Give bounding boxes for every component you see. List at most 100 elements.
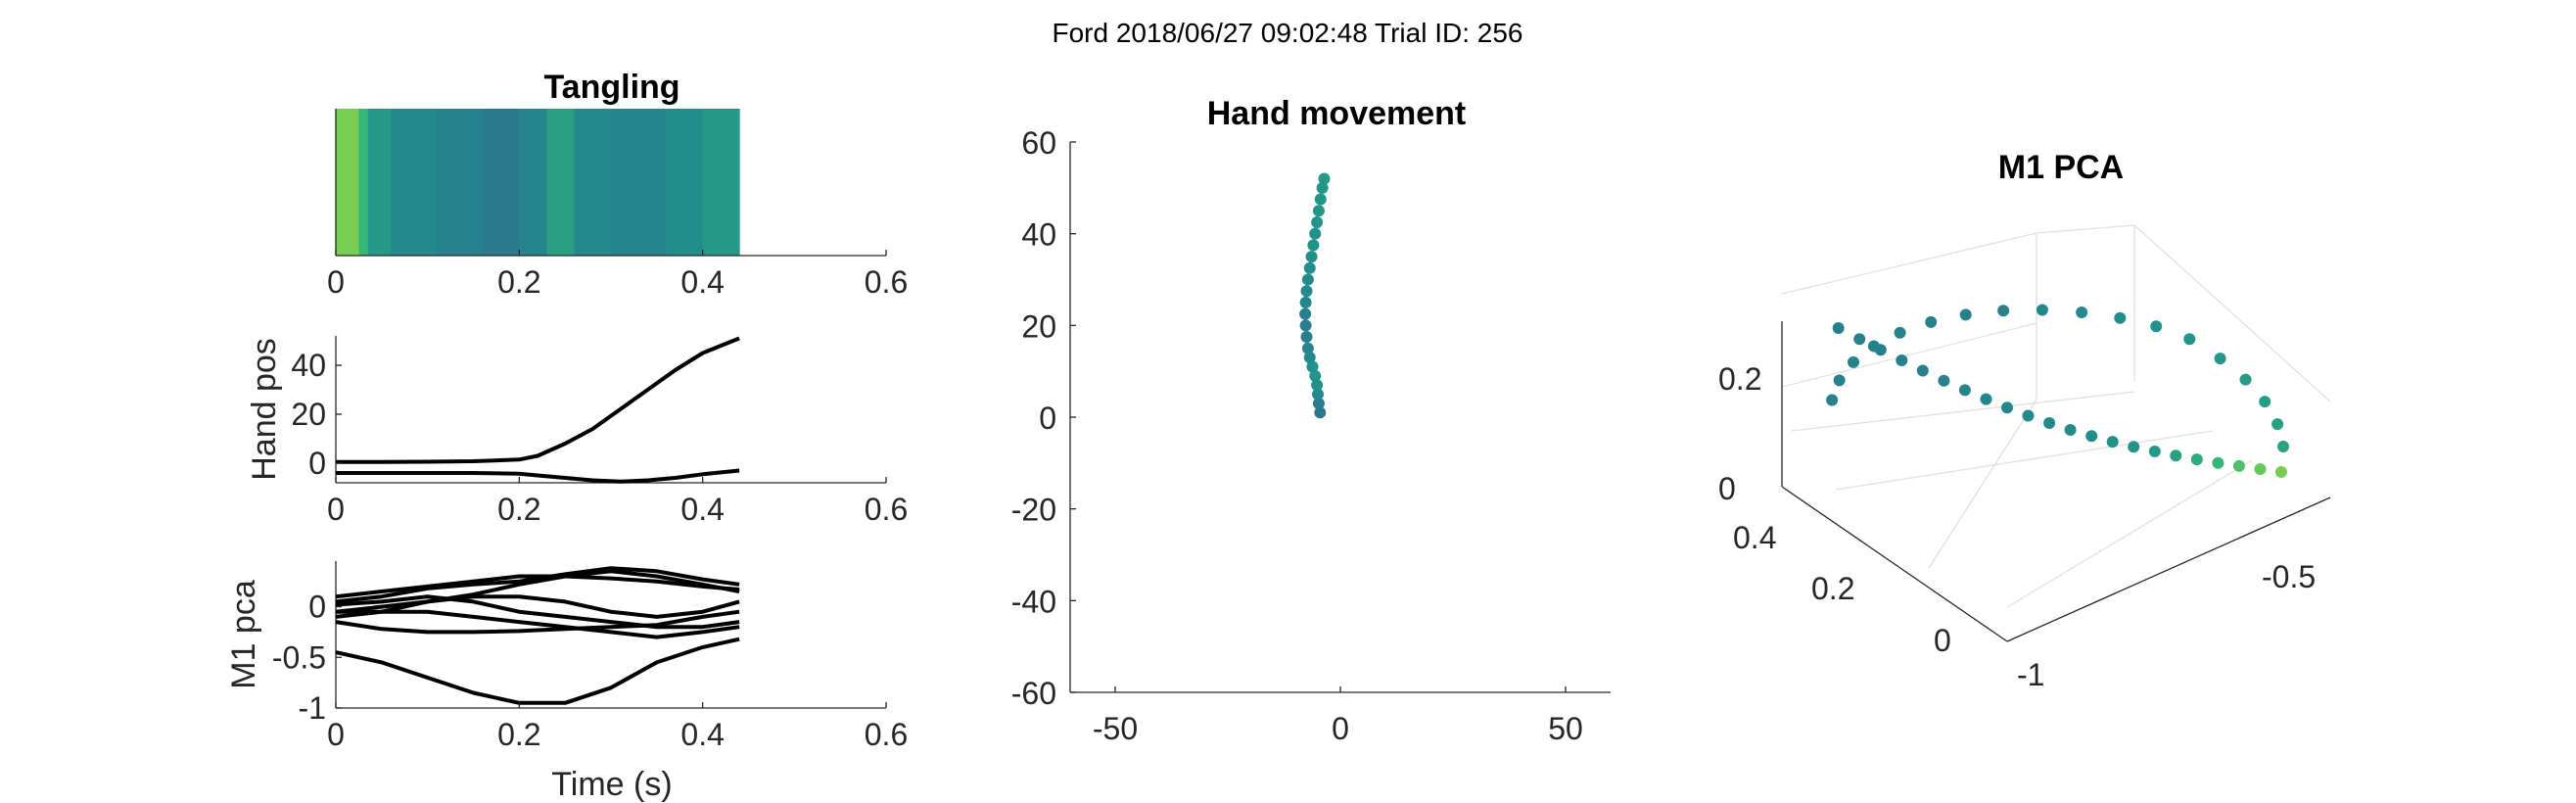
pca3d-point: [2148, 446, 2161, 457]
hand-point: [1299, 307, 1312, 320]
pca3d-point: [1959, 308, 1972, 321]
pca3d-point: [2259, 396, 2272, 408]
pca3d-point: [2128, 441, 2140, 453]
hand-pos-y-ticks: 0 20 40: [291, 348, 342, 481]
pca3d-grid-h4: [2006, 459, 2253, 608]
hand-movement-y-ticks: 60 40 20 0 -20 -40 -60: [1011, 125, 1076, 711]
pca3d-point: [1894, 326, 1906, 339]
y-tick-label: 0: [308, 590, 326, 625]
tangling-cell: [482, 109, 520, 256]
x-tick-label: 0.4: [680, 492, 724, 527]
figure-title: Ford 2018/06/27 09:02:48 Trial ID: 256: [1053, 18, 1523, 48]
pca3d-point: [2064, 424, 2077, 436]
m1-pca-time-axes: 0 0.2 0.4 0.6 0 -0.5 -1 M1 pca Time (s): [225, 561, 908, 803]
tangling-cell: [574, 109, 612, 256]
hand-point: [1311, 215, 1324, 228]
hand-point: [1300, 331, 1313, 344]
hand-point: [1312, 205, 1325, 217]
series-line: [335, 594, 740, 630]
pca3d-point: [2232, 459, 2245, 472]
hand-pos-ylabel: Hand pos: [246, 338, 283, 481]
hand-movement-axes: Hand movement -50 0 50 60 40 20 0 -20 -40 -60: [1011, 95, 1611, 746]
tangling-x-ticks: 0 0.2 0.4 0.6: [327, 250, 908, 300]
hand-point: [1311, 379, 1324, 392]
pca3d-point: [2036, 304, 2048, 316]
y-tick-label: 40: [291, 348, 326, 383]
m1-pca-xlabel: Time (s): [551, 766, 672, 803]
tangling-cell: [358, 109, 369, 256]
y-tick-label: 0: [1934, 623, 1951, 658]
pca3d-point: [2277, 441, 2289, 452]
y-tick-label: 0.2: [1811, 571, 1854, 606]
series-line: [335, 569, 740, 614]
x-tick-label: -1: [2017, 657, 2044, 692]
pca3d-point: [1925, 315, 1938, 328]
tangling-cell: [336, 109, 359, 256]
hand-point: [1318, 172, 1331, 185]
pca3d-point: [2212, 456, 2225, 469]
tangling-title: Tangling: [543, 69, 679, 106]
z-tick-label: 0.2: [1718, 361, 1761, 397]
pca3d-point: [2254, 463, 2267, 475]
hand-point: [1309, 227, 1322, 240]
pca3d-ticks: 0 0.2 0 0.2 0.4 -1 -0.5: [1718, 361, 2316, 692]
series-line: [335, 637, 740, 705]
hand-movement-title: Hand movement: [1207, 95, 1467, 132]
hand-point: [1301, 273, 1314, 286]
pca3d-point: [2239, 373, 2252, 386]
pca3d-point: [1853, 333, 1866, 346]
tangling-cell: [519, 109, 547, 256]
hand-point: [1305, 251, 1318, 263]
tangling-cell: [391, 109, 438, 256]
pca3d-point: [2275, 466, 2287, 478]
x-tick-label: 0: [1332, 711, 1349, 746]
pca3d-grid-h3: [1835, 430, 2214, 491]
tangling-cell: [702, 109, 740, 256]
y-tick-label: 20: [291, 397, 326, 432]
pca3d-point: [1867, 340, 1880, 353]
hand-point: [1300, 285, 1313, 298]
x-tick-label: 0.6: [865, 264, 908, 300]
tangling-axes: Tangling 0 0.2 0.4 0.6: [327, 69, 908, 300]
pca3d-point: [2001, 402, 2013, 414]
pca3d-point: [2085, 430, 2098, 443]
pca3d-x-axis: [2006, 496, 2331, 642]
y-tick-label: 60: [1021, 125, 1056, 161]
pca3d-point: [1833, 374, 1846, 387]
pca3d-point: [1826, 394, 1839, 406]
hand-point: [1306, 360, 1319, 373]
pca3d-grid-h2: [1791, 391, 2135, 432]
hand-point: [1303, 352, 1316, 364]
m1-pca-ylabel: M1 pca: [225, 580, 262, 689]
pca3d-point: [1832, 322, 1845, 334]
m1-pca-x-ticks: 0 0.2 0.4 0.6: [327, 702, 908, 752]
pca3d-point: [2076, 307, 2088, 318]
m1-pca-3d-axes: M1 PCA 0 0.2 0 0.2 0.4 -1 -0.5: [1718, 149, 2331, 692]
hand-pos-axes: 0 0.2 0.4 0.6 0 20 40 Hand pos: [246, 336, 908, 527]
pca3d-points: [1826, 304, 2289, 478]
tangling-cell: [437, 109, 484, 256]
x-tick-label: 0.6: [865, 492, 908, 527]
hand-point: [1299, 296, 1312, 308]
x-tick-label: -50: [1093, 711, 1138, 746]
y-tick-label: -60: [1011, 676, 1056, 711]
m1-pca-y-ticks: 0 -0.5 -1: [272, 590, 342, 726]
hand-point: [1303, 261, 1316, 274]
series-line: [335, 609, 740, 635]
pca3d-point: [2022, 409, 2035, 422]
pca3d-y-axis: [1781, 486, 2008, 642]
hand-movement-points: [1299, 172, 1331, 419]
m1-pca-series: [335, 566, 740, 705]
series-line: [335, 566, 740, 604]
y-tick-label: 40: [1021, 217, 1056, 253]
x-tick-label: 0.4: [680, 264, 724, 300]
pca3d-point: [2214, 353, 2226, 365]
pca3d-point: [2272, 418, 2284, 431]
tangling-cell: [666, 109, 704, 256]
x-tick-label: 0.2: [497, 492, 540, 527]
x-tick-label: -0.5: [2262, 559, 2316, 594]
pca3d-point: [1916, 364, 1929, 377]
pca3d-point: [2043, 417, 2056, 429]
series-line: [335, 594, 740, 619]
